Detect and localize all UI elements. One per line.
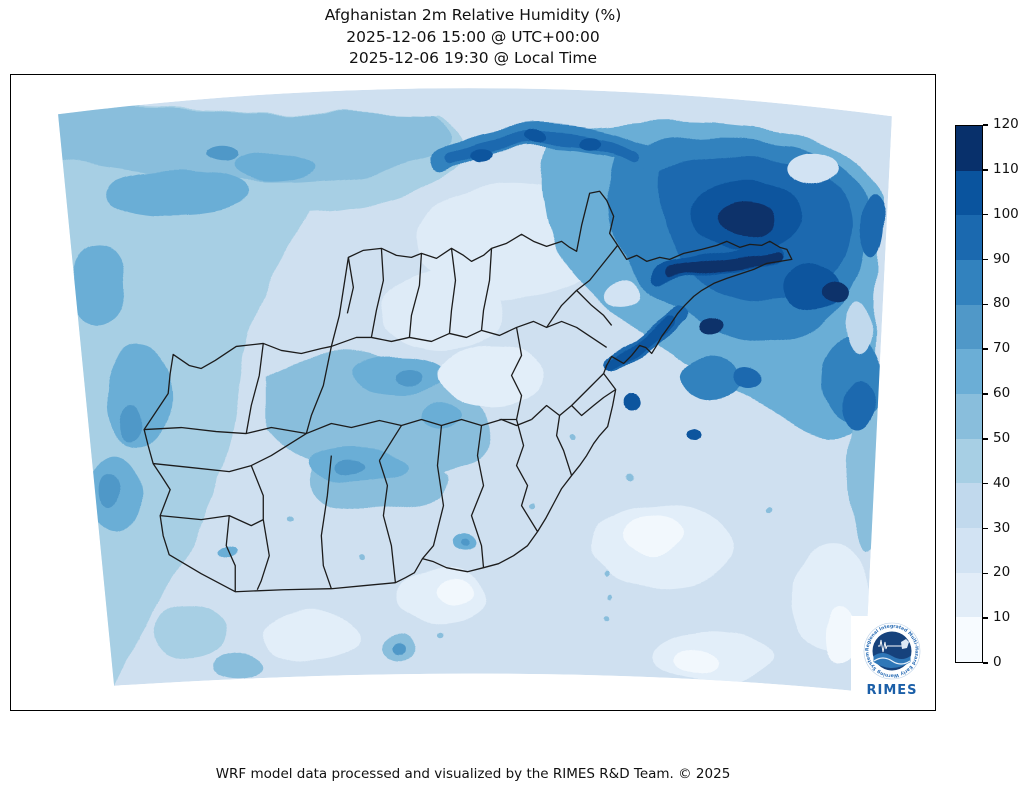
- colorbar-tick-label: 100: [993, 205, 1019, 222]
- colorbar-tick-mark: [983, 303, 988, 306]
- province-boundaries: [143, 190, 793, 593]
- colorbar-segment: [956, 572, 982, 618]
- colorbar-tick-label: 50: [993, 429, 1011, 446]
- colorbar-tick-mark: [983, 393, 988, 395]
- colorbar-tick-mark: [983, 348, 988, 350]
- map-fan-region: [58, 88, 892, 692]
- colorbar-tick-mark: [983, 124, 988, 126]
- colorbar-tick-mark: [983, 662, 988, 664]
- title-line-2: 2025-12-06 15:00 @ UTC+00:00: [346, 27, 600, 46]
- colorbar-tick-mark: [983, 169, 988, 171]
- colorbar-segment: [956, 394, 982, 439]
- title-line-1: Afghanistan 2m Relative Humidity (%): [324, 6, 622, 24]
- colorbar-segment: [956, 617, 982, 663]
- logo-figure: [901, 639, 909, 649]
- humidity-contours: [58, 105, 888, 692]
- colorbar-segment: [956, 438, 982, 484]
- colorbar-segment: [956, 528, 982, 573]
- colorbar: [955, 125, 983, 663]
- logo-wave-line: [873, 657, 911, 665]
- map-plot-area: Regional Integrated Multi-Hazard Early W…: [10, 74, 936, 711]
- colorbar-tick-label: 70: [993, 340, 1011, 357]
- figure-title: Afghanistan 2m Relative Humidity (%) 202…: [10, 5, 936, 70]
- colorbar-segment: [956, 483, 982, 529]
- colorbar-tick-label: 60: [993, 385, 1011, 401]
- footer-credit: WRF model data processed and visualized …: [215, 766, 731, 782]
- logo-seismogram: [878, 639, 903, 653]
- rimes-logo: Regional Integrated Multi-Hazard Early W…: [851, 616, 933, 708]
- colorbar-tick-label: 20: [993, 564, 1011, 581]
- colorbar-tick-mark: [983, 258, 988, 261]
- title-line-3: 2025-12-06 19:30 @ Local Time: [348, 49, 598, 67]
- colorbar-tick-mark: [983, 482, 988, 485]
- colorbar-tick-mark: [983, 572, 988, 575]
- colorbar-tick-mark: [983, 617, 988, 619]
- colorbar-segment: [956, 260, 982, 305]
- colorbar-tick-label: 40: [993, 474, 1011, 491]
- colorbar-segment: [956, 304, 982, 350]
- colorbar-segment: [956, 126, 982, 171]
- colorbar-tick-label: 120: [993, 116, 1019, 132]
- rimes-logo-wordmark: RIMES: [866, 683, 918, 698]
- colorbar-tick-label: 0: [993, 654, 1002, 670]
- colorbar-tick-mark: [983, 213, 988, 216]
- colorbar-tick-label: 90: [993, 250, 1011, 267]
- colorbar-tick-label: 80: [993, 295, 1011, 312]
- colorbar-ticks: 0 10 20 30 40 50 60 70 80 90 100 110 120: [983, 116, 1029, 670]
- colorbar-tick-label: 30: [993, 519, 1011, 536]
- rimes-logo-emblem: Regional Integrated Multi-Hazard Early W…: [863, 622, 921, 680]
- colorbar-tick-mark: [983, 438, 988, 440]
- colorbar-segment: [956, 349, 982, 395]
- humidity-map: [58, 88, 892, 692]
- colorbar-tick-label: 10: [993, 609, 1011, 626]
- colorbar-segment: [956, 170, 982, 216]
- colorbar-tick-label: 110: [993, 160, 1019, 177]
- colorbar-tick-mark: [983, 527, 988, 530]
- colorbar-segment: [956, 215, 982, 261]
